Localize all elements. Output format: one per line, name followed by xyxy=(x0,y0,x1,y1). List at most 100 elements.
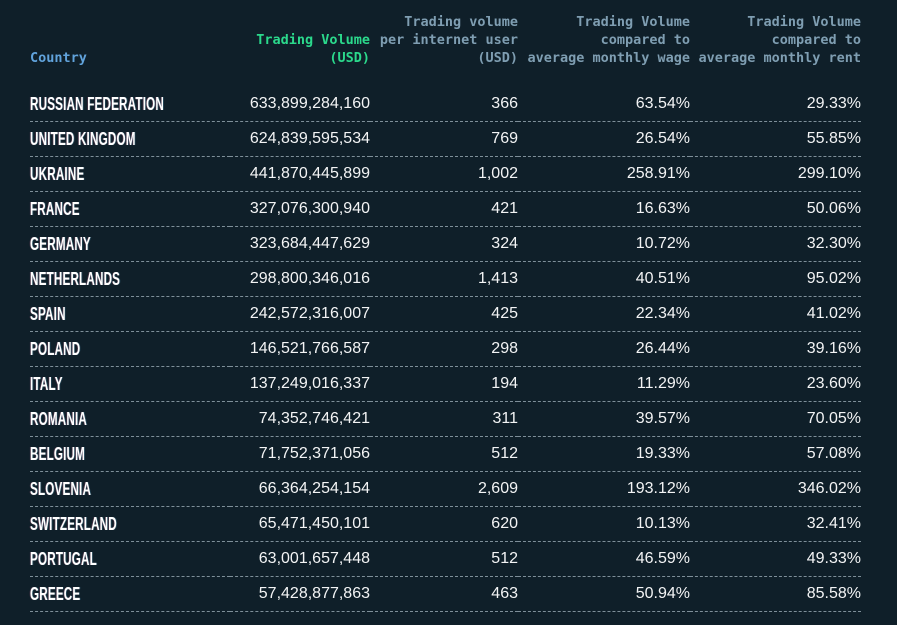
table-row: ROMANIA 74,352,746,421 311 39.57% 70.05% xyxy=(30,401,861,437)
country-name: POLAND xyxy=(30,338,81,359)
cell-volume-vs-wage: 193.12% xyxy=(518,471,690,507)
table-header: Country Trading Volume (USD) Trading vol… xyxy=(30,0,861,87)
cell-volume-vs-rent: 23.60% xyxy=(690,366,861,402)
country-name: UKRAINE xyxy=(30,163,85,184)
cell-volume-per-internet-user: 1,002 xyxy=(370,156,518,192)
cell-volume-vs-rent: 39.16% xyxy=(690,331,861,367)
cell-volume-per-internet-user: 1,413 xyxy=(370,261,518,297)
cell-trading-volume: 624,839,595,534 xyxy=(230,121,370,157)
country-name: SLOVENIA xyxy=(30,478,92,499)
cell-volume-vs-wage: 40.51% xyxy=(518,261,690,297)
cell-trading-volume: 57,428,877,863 xyxy=(230,576,370,612)
column-header-country: Country xyxy=(30,50,87,66)
cell-trading-volume: 137,249,016,337 xyxy=(230,366,370,402)
cell-trading-volume: 441,870,445,899 xyxy=(230,156,370,192)
cell-trading-volume: 633,899,284,160 xyxy=(230,87,370,122)
cell-country: NETHERLANDS xyxy=(30,261,230,297)
cell-volume-per-internet-user: 421 xyxy=(370,191,518,227)
table-row: POLAND 146,521,766,587 298 26.44% 39.16% xyxy=(30,331,861,367)
cell-volume-vs-wage: 26.54% xyxy=(518,121,690,157)
country-name: GREECE xyxy=(30,583,81,604)
cell-country: POLAND xyxy=(30,331,230,367)
cell-country: PORTUGAL xyxy=(30,541,230,577)
cell-volume-vs-rent: 32.41% xyxy=(690,506,861,542)
country-name: PORTUGAL xyxy=(30,548,97,569)
table-row: SWITZERLAND 65,471,450,101 620 10.13% 32… xyxy=(30,506,861,542)
country-name: NETHERLANDS xyxy=(30,268,121,289)
table-row: FRANCE 327,076,300,940 421 16.63% 50.06% xyxy=(30,191,861,227)
cell-country: FRANCE xyxy=(30,191,230,227)
cell-volume-vs-wage: 26.44% xyxy=(518,331,690,367)
cell-volume-vs-wage: 50.94% xyxy=(518,576,690,612)
cell-trading-volume: 298,800,346,016 xyxy=(230,261,370,297)
cell-volume-vs-wage: 19.33% xyxy=(518,436,690,472)
table-row: GREECE 57,428,877,863 463 50.94% 85.58% xyxy=(30,576,861,612)
cell-trading-volume: 327,076,300,940 xyxy=(230,191,370,227)
table-body: RUSSIAN FEDERATION 633,899,284,160 366 6… xyxy=(30,87,861,612)
cell-volume-vs-wage: 63.54% xyxy=(518,87,690,122)
country-name: BELGIUM xyxy=(30,443,86,464)
cell-country: ROMANIA xyxy=(30,401,230,437)
country-name: UNITED KINGDOM xyxy=(30,128,136,149)
cell-volume-vs-rent: 55.85% xyxy=(690,121,861,157)
column-header-trading-volume-usd: Trading Volume (USD) xyxy=(256,32,370,66)
cell-country: SPAIN xyxy=(30,296,230,332)
cell-volume-vs-rent: 70.05% xyxy=(690,401,861,437)
cell-volume-per-internet-user: 769 xyxy=(370,121,518,157)
table-row: RUSSIAN FEDERATION 633,899,284,160 366 6… xyxy=(30,87,861,122)
cell-volume-per-internet-user: 366 xyxy=(370,87,518,122)
cell-volume-vs-rent: 85.58% xyxy=(690,576,861,612)
cell-volume-vs-wage: 10.13% xyxy=(518,506,690,542)
column-header-volume-per-internet-user: Trading volume per internet user (USD) xyxy=(379,14,518,66)
cell-volume-vs-wage: 16.63% xyxy=(518,191,690,227)
trading-table-page: Country Trading Volume (USD) Trading vol… xyxy=(30,0,861,612)
cell-volume-vs-rent: 29.33% xyxy=(690,87,861,122)
cell-volume-vs-rent: 299.10% xyxy=(690,156,861,192)
cell-volume-vs-wage: 10.72% xyxy=(518,226,690,262)
cell-volume-vs-rent: 346.02% xyxy=(690,471,861,507)
country-name: RUSSIAN FEDERATION xyxy=(30,93,164,114)
cell-country: GREECE xyxy=(30,576,230,612)
cell-volume-vs-rent: 95.02% xyxy=(690,261,861,297)
table-row: ITALY 137,249,016,337 194 11.29% 23.60% xyxy=(30,366,861,402)
cell-volume-vs-wage: 11.29% xyxy=(518,366,690,402)
cell-trading-volume: 74,352,746,421 xyxy=(230,401,370,437)
cell-volume-per-internet-user: 512 xyxy=(370,436,518,472)
country-name: FRANCE xyxy=(30,198,80,219)
cell-country: UKRAINE xyxy=(30,156,230,192)
cell-volume-per-internet-user: 463 xyxy=(370,576,518,612)
cell-volume-vs-rent: 50.06% xyxy=(690,191,861,227)
column-header-volume-vs-monthly-rent: Trading Volume compared to average month… xyxy=(698,14,861,66)
cell-volume-per-internet-user: 311 xyxy=(370,401,518,437)
cell-volume-per-internet-user: 194 xyxy=(370,366,518,402)
cell-volume-per-internet-user: 2,609 xyxy=(370,471,518,507)
cell-volume-vs-rent: 49.33% xyxy=(690,541,861,577)
country-name: GERMANY xyxy=(30,233,91,254)
table-row: SLOVENIA 66,364,254,154 2,609 193.12% 34… xyxy=(30,471,861,507)
cell-volume-vs-wage: 46.59% xyxy=(518,541,690,577)
cell-volume-vs-wage: 258.91% xyxy=(518,156,690,192)
cell-trading-volume: 65,471,450,101 xyxy=(230,506,370,542)
cell-trading-volume: 146,521,766,587 xyxy=(230,331,370,367)
cell-country: SWITZERLAND xyxy=(30,506,230,542)
cell-volume-vs-rent: 41.02% xyxy=(690,296,861,332)
cell-country: GERMANY xyxy=(30,226,230,262)
cell-volume-vs-rent: 32.30% xyxy=(690,226,861,262)
country-name: ITALY xyxy=(30,373,63,394)
table-row: UKRAINE 441,870,445,899 1,002 258.91% 29… xyxy=(30,156,861,192)
column-header-volume-vs-monthly-wage: Trading Volume compared to average month… xyxy=(527,14,690,66)
table-row: NETHERLANDS 298,800,346,016 1,413 40.51%… xyxy=(30,261,861,297)
table-row: PORTUGAL 63,001,657,448 512 46.59% 49.33… xyxy=(30,541,861,577)
cell-volume-vs-wage: 22.34% xyxy=(518,296,690,332)
cell-trading-volume: 63,001,657,448 xyxy=(230,541,370,577)
trading-volume-table: Country Trading Volume (USD) Trading vol… xyxy=(30,0,861,612)
cell-country: UNITED KINGDOM xyxy=(30,121,230,157)
cell-volume-per-internet-user: 620 xyxy=(370,506,518,542)
header-row: Country Trading Volume (USD) Trading vol… xyxy=(30,0,861,87)
country-name: ROMANIA xyxy=(30,408,88,429)
cell-country: SLOVENIA xyxy=(30,471,230,507)
cell-volume-vs-rent: 57.08% xyxy=(690,436,861,472)
cell-volume-vs-wage: 39.57% xyxy=(518,401,690,437)
country-name: SPAIN xyxy=(30,303,66,324)
table-row: GERMANY 323,684,447,629 324 10.72% 32.30… xyxy=(30,226,861,262)
